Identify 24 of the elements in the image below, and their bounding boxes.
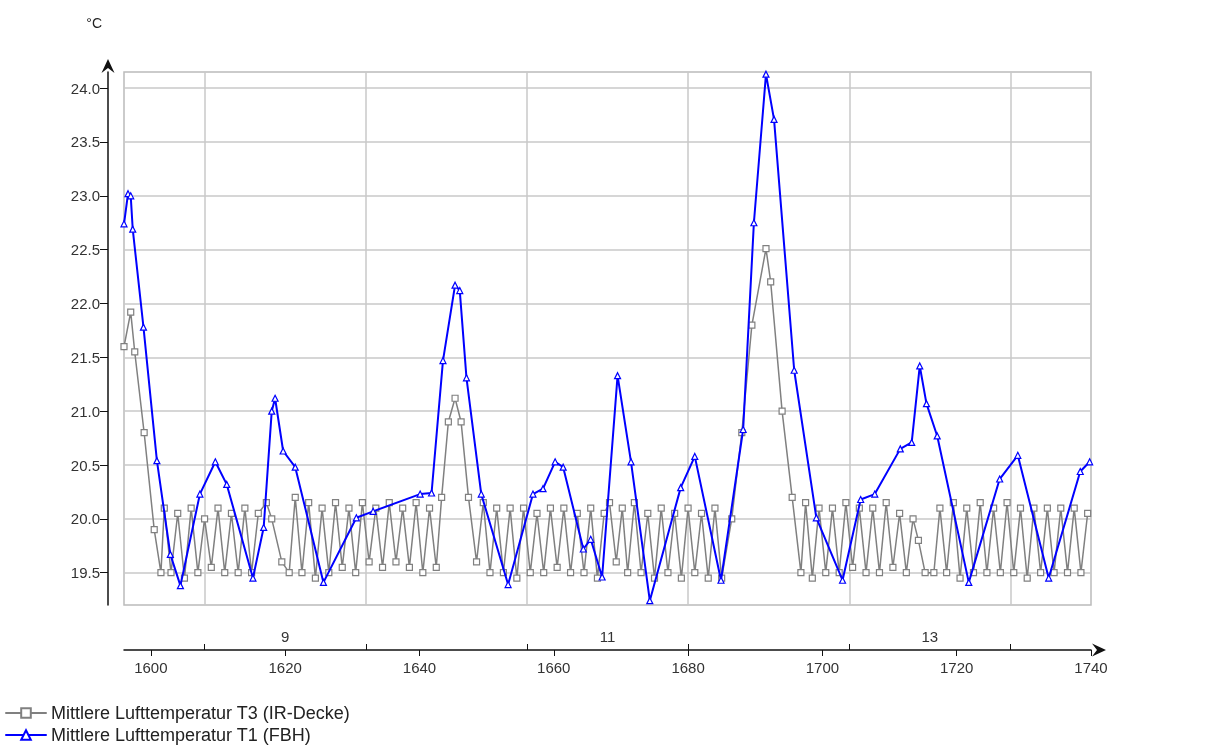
y-tick-label: 21.5 — [70, 348, 100, 366]
x-tick-label: 1620 — [268, 659, 302, 676]
x2-tick-label: 9 — [280, 628, 290, 645]
y-tick-label: 22.5 — [70, 241, 100, 259]
y-tick-label: 23.0 — [70, 187, 100, 205]
y-tick-label: 24.0 — [70, 79, 100, 97]
x-tick-label: 1640 — [402, 659, 437, 676]
y-tick-label: 19.5 — [70, 564, 100, 582]
x-tick-label: 1720 — [940, 659, 974, 676]
y-tick-label: 21.0 — [70, 402, 100, 420]
x-tick-label: 1700 — [805, 659, 840, 676]
y-tick-label: 22.0 — [70, 295, 100, 313]
legend-label: Mittlere Lufttemperatur T3 (IR-Decke) — [51, 703, 350, 723]
y-axis-title: °C — [86, 15, 102, 31]
x-tick-label: 1680 — [671, 659, 705, 676]
y-tick-label: 20.5 — [70, 456, 100, 474]
y-tick-label: 20.0 — [70, 510, 100, 528]
y-tick-label: 23.5 — [70, 133, 100, 151]
x2-tick-label: 11 — [599, 628, 616, 645]
x-tick-label: 1660 — [537, 659, 571, 676]
x-tick-label: 1600 — [134, 659, 168, 676]
legend-label: Mittlere Lufttemperatur T1 (FBH) — [51, 725, 311, 745]
x-tick-label: 1740 — [1074, 659, 1108, 676]
x2-tick-label: 13 — [921, 628, 939, 645]
